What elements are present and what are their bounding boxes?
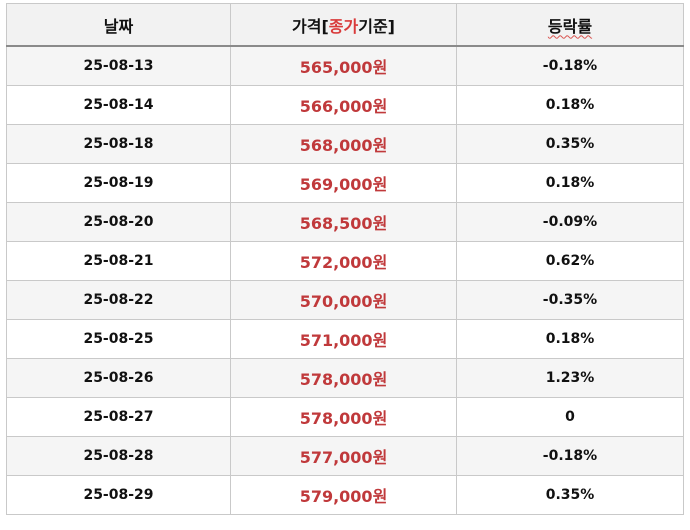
date-cell: 25-08-21 [6, 241, 231, 281]
change-cell: 1.23% [456, 358, 684, 398]
price-cell: 579,000원 [230, 475, 457, 515]
price-cell: 572,000원 [230, 241, 457, 281]
change-cell: -0.18% [456, 45, 684, 86]
table-row: 25-08-21 572,000원 0.62% [6, 241, 684, 281]
change-cell: -0.18% [456, 436, 684, 476]
table-row: 25-08-28 577,000원 -0.18% [6, 436, 684, 476]
price-table-container: 날짜 가격[종가기준] 등락률 25-08-13 565,000원 -0.18%… [6, 3, 684, 515]
date-cell: 25-08-29 [6, 475, 231, 515]
date-cell: 25-08-25 [6, 319, 231, 359]
date-cell: 25-08-13 [6, 45, 231, 86]
table-row: 25-08-13 565,000원 -0.18% [6, 45, 684, 86]
price-table: 날짜 가격[종가기준] 등락률 25-08-13 565,000원 -0.18%… [6, 3, 684, 515]
header-price-suffix: 기준] [358, 16, 395, 36]
date-cell: 25-08-28 [6, 436, 231, 476]
table-header: 날짜 가격[종가기준] 등락률 [6, 3, 684, 47]
table-row: 25-08-25 571,000원 0.18% [6, 319, 684, 359]
table-row: 25-08-18 568,000원 0.35% [6, 124, 684, 164]
header-change: 등락률 [456, 3, 684, 47]
table-row: 25-08-26 578,000원 1.23% [6, 358, 684, 398]
date-cell: 25-08-19 [6, 163, 231, 203]
price-cell: 568,500원 [230, 202, 457, 242]
price-cell: 577,000원 [230, 436, 457, 476]
table-row: 25-08-20 568,500원 -0.09% [6, 202, 684, 242]
change-cell: 0.35% [456, 475, 684, 515]
price-cell: 570,000원 [230, 280, 457, 320]
date-cell: 25-08-26 [6, 358, 231, 398]
header-price-accent: 종가 [328, 16, 359, 36]
price-cell: 571,000원 [230, 319, 457, 359]
header-change-label: 등락률 [547, 16, 593, 36]
change-cell: 0.18% [456, 319, 684, 359]
table-row: 25-08-19 569,000원 0.18% [6, 163, 684, 203]
price-cell: 569,000원 [230, 163, 457, 203]
price-cell: 568,000원 [230, 124, 457, 164]
table-row: 25-08-27 578,000원 0 [6, 397, 684, 437]
table-row: 25-08-14 566,000원 0.18% [6, 85, 684, 125]
change-cell: 0.62% [456, 241, 684, 281]
date-cell: 25-08-14 [6, 85, 231, 125]
table-row: 25-08-29 579,000원 0.35% [6, 475, 684, 515]
header-date: 날짜 [6, 3, 231, 47]
header-row: 날짜 가격[종가기준] 등락률 [6, 3, 684, 47]
date-cell: 25-08-22 [6, 280, 231, 320]
header-price-prefix: 가격[ [292, 16, 329, 36]
price-cell: 566,000원 [230, 85, 457, 125]
header-price: 가격[종가기준] [230, 3, 457, 47]
price-cell: 578,000원 [230, 397, 457, 437]
change-cell: -0.09% [456, 202, 684, 242]
price-cell: 578,000원 [230, 358, 457, 398]
change-cell: 0.18% [456, 163, 684, 203]
change-cell: 0.35% [456, 124, 684, 164]
date-cell: 25-08-27 [6, 397, 231, 437]
change-cell: 0.18% [456, 85, 684, 125]
table-row: 25-08-22 570,000원 -0.35% [6, 280, 684, 320]
date-cell: 25-08-18 [6, 124, 231, 164]
date-cell: 25-08-20 [6, 202, 231, 242]
table-body: 25-08-13 565,000원 -0.18% 25-08-14 566,00… [6, 45, 684, 515]
change-cell: 0 [456, 397, 684, 437]
change-cell: -0.35% [456, 280, 684, 320]
price-cell: 565,000원 [230, 45, 457, 86]
